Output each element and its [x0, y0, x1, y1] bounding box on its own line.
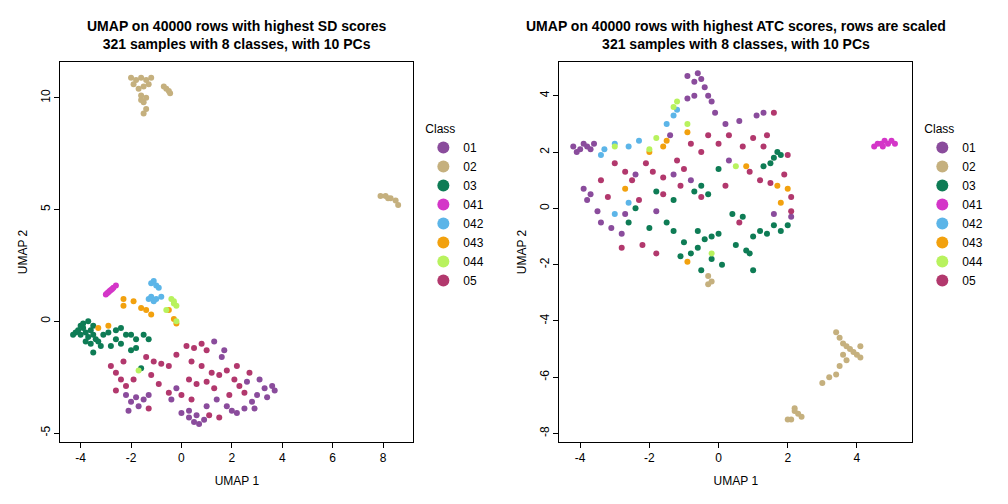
svg-text:4: 4 — [854, 451, 861, 465]
svg-text:UMAP 2: UMAP 2 — [16, 229, 30, 274]
svg-text:-6: -6 — [538, 370, 552, 381]
svg-text:01: 01 — [962, 141, 976, 155]
svg-text:01: 01 — [463, 141, 477, 155]
svg-text:2: 2 — [538, 147, 552, 154]
svg-text:5: 5 — [39, 204, 53, 211]
svg-text:041: 041 — [463, 198, 483, 212]
svg-text:-4: -4 — [538, 313, 552, 324]
svg-text:8: 8 — [380, 451, 387, 465]
svg-text:-2: -2 — [538, 257, 552, 268]
svg-text:2: 2 — [784, 451, 791, 465]
svg-text:UMAP 2: UMAP 2 — [515, 229, 529, 274]
svg-text:0: 0 — [538, 203, 552, 210]
svg-text:UMAP 1: UMAP 1 — [215, 474, 260, 488]
svg-text:UMAP 1: UMAP 1 — [714, 474, 759, 488]
svg-text:05: 05 — [962, 274, 976, 288]
svg-text:043: 043 — [962, 236, 982, 250]
svg-text:042: 042 — [463, 217, 483, 231]
svg-text:03: 03 — [463, 179, 477, 193]
svg-text:02: 02 — [962, 160, 976, 174]
svg-text:Class: Class — [924, 122, 954, 136]
svg-text:02: 02 — [463, 160, 477, 174]
svg-text:-2: -2 — [126, 451, 137, 465]
svg-text:044: 044 — [463, 255, 483, 269]
svg-text:0: 0 — [715, 451, 722, 465]
svg-text:10: 10 — [39, 89, 53, 103]
svg-text:UMAP on 40000 rows with highes: UMAP on 40000 rows with highest ATC scor… — [526, 18, 946, 52]
svg-text:2: 2 — [228, 451, 235, 465]
svg-text:6: 6 — [329, 451, 336, 465]
svg-text:0: 0 — [178, 451, 185, 465]
svg-text:UMAP on 40000 rows with highes: UMAP on 40000 rows with highest SD score… — [87, 18, 386, 52]
svg-text:05: 05 — [463, 274, 477, 288]
svg-text:041: 041 — [962, 198, 982, 212]
svg-text:0: 0 — [39, 316, 53, 323]
svg-text:044: 044 — [962, 255, 982, 269]
svg-text:042: 042 — [962, 217, 982, 231]
svg-text:4: 4 — [538, 90, 552, 97]
svg-text:-2: -2 — [644, 451, 655, 465]
svg-text:-4: -4 — [575, 451, 586, 465]
svg-text:-4: -4 — [75, 451, 86, 465]
svg-text:03: 03 — [962, 179, 976, 193]
svg-text:4: 4 — [279, 451, 286, 465]
svg-text:-5: -5 — [39, 426, 53, 437]
svg-text:043: 043 — [463, 236, 483, 250]
svg-text:Class: Class — [425, 122, 455, 136]
svg-text:-8: -8 — [538, 426, 552, 437]
